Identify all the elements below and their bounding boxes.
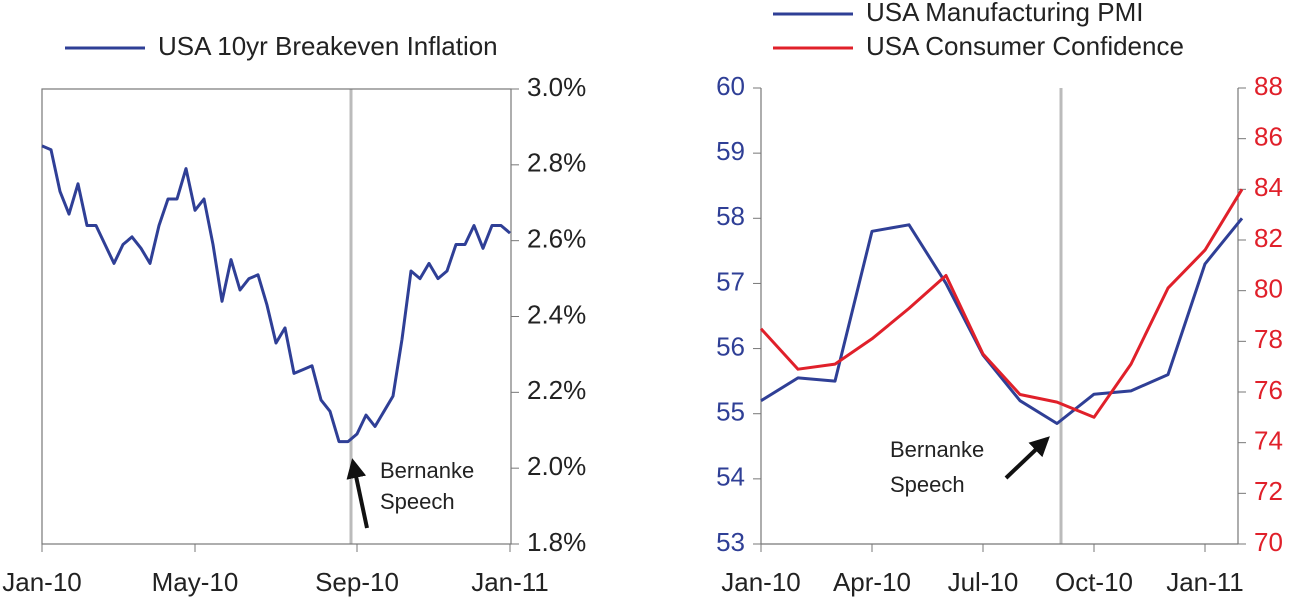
legend-label: USA Manufacturing PMI — [866, 0, 1143, 27]
x-tick-label: Sep-10 — [315, 567, 399, 597]
y-tick-label: 72 — [1254, 476, 1283, 506]
y-tick-label: 76 — [1254, 375, 1283, 405]
legend-label: USA 10yr Breakeven Inflation — [158, 31, 498, 61]
x-tick-label: Jan-10 — [2, 567, 82, 597]
x-tick-label: Jan-11 — [471, 567, 549, 597]
annotation-arrow — [346, 458, 369, 529]
x-tick-label: Oct-10 — [1055, 567, 1133, 597]
x-tick-label: Jul-10 — [948, 567, 1019, 597]
y-tick-label: 1.8% — [527, 527, 586, 557]
series-line — [41, 144, 511, 444]
y-tick-label: 86 — [1254, 122, 1283, 152]
y-tick-label: 55 — [716, 397, 745, 427]
annotation: Speech — [380, 489, 455, 514]
y-tick-label: 60 — [716, 71, 745, 101]
annotation: Bernanke — [890, 437, 984, 462]
y-tick-label: 70 — [1254, 527, 1283, 557]
annotation: Bernanke — [380, 458, 474, 483]
y-tick-label: 56 — [716, 331, 745, 361]
x-tick-label: Jan-10 — [721, 567, 801, 597]
y-tick-label: 2.6% — [527, 224, 586, 254]
y-tick-label: 84 — [1254, 172, 1283, 202]
y-tick-label: 54 — [716, 462, 745, 492]
series-line — [760, 217, 1244, 425]
y-tick-label: 2.8% — [527, 148, 586, 178]
y-tick-label: 2.0% — [527, 451, 586, 481]
y-tick-label: 80 — [1254, 274, 1283, 304]
y-tick-label: 74 — [1254, 426, 1283, 456]
y-tick-label: 78 — [1254, 324, 1283, 354]
y-tick-label: 3.0% — [527, 72, 586, 102]
annotation: Speech — [890, 472, 965, 497]
y-tick-label: 2.2% — [527, 375, 586, 405]
x-tick-label: Apr-10 — [833, 567, 911, 597]
legend-label: USA Consumer Confidence — [866, 31, 1184, 61]
annotation-arrow — [1004, 436, 1050, 480]
x-tick-label: May-10 — [152, 567, 239, 597]
y-tick-label: 58 — [716, 201, 745, 231]
y-tick-label: 88 — [1254, 71, 1283, 101]
y-tick-label: 53 — [716, 527, 745, 557]
y-tick-label: 59 — [716, 136, 745, 166]
y-tick-label: 57 — [716, 266, 745, 296]
y-tick-label: 82 — [1254, 223, 1283, 253]
y-tick-label: 2.4% — [527, 299, 586, 329]
series-line — [759, 188, 1244, 419]
x-tick-label: Jan-11 — [1166, 567, 1244, 597]
